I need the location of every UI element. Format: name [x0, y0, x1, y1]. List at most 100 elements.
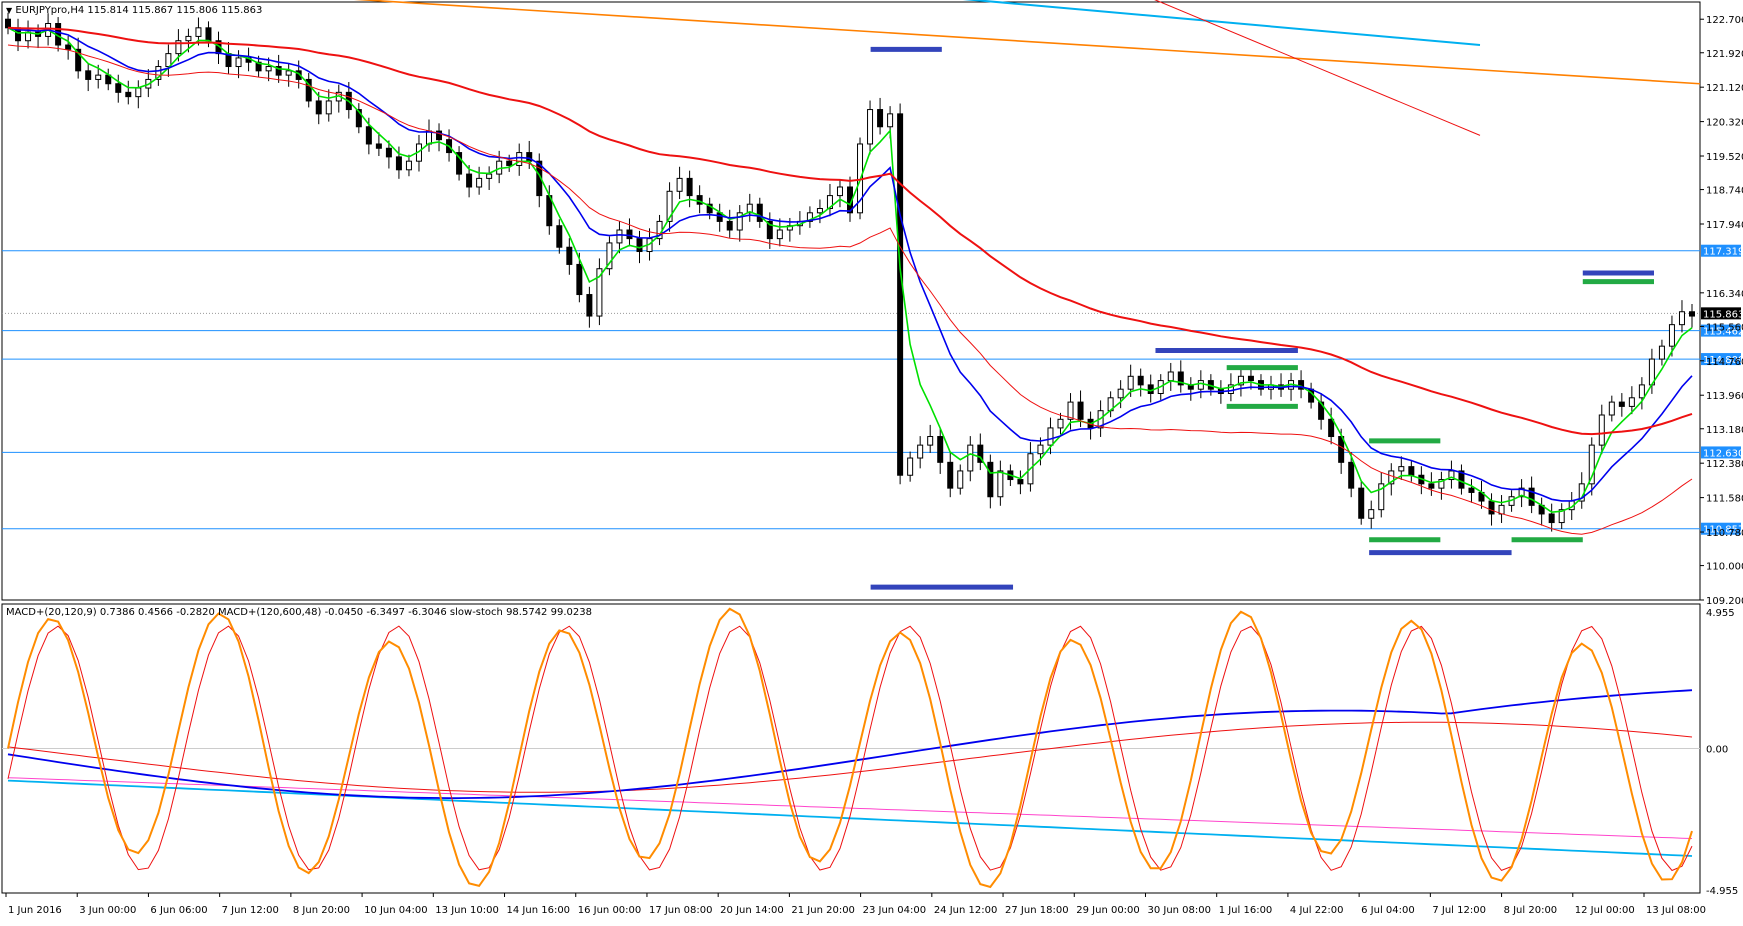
candle-body	[867, 109, 874, 145]
candle-body	[355, 109, 362, 128]
candle-body	[1147, 384, 1154, 394]
candle-body	[887, 113, 894, 128]
candle-body	[1388, 470, 1395, 485]
candle-body	[746, 203, 753, 214]
collapse-arrow-icon[interactable]: ▼	[6, 6, 13, 15]
candle-body	[1689, 311, 1695, 317]
candle-body	[596, 268, 603, 317]
trend-segments[interactable]	[870, 46, 1654, 590]
price-tick-label-2: 121.120	[1706, 83, 1743, 94]
candle-body	[325, 100, 332, 115]
candle-body	[1067, 401, 1074, 420]
candle-body	[1618, 401, 1625, 407]
price-tick-label-9: 114.760	[1706, 357, 1743, 368]
upper-band-line	[1154, 0, 1481, 136]
price-tick-label-16: 109.200	[1706, 596, 1743, 607]
level-label-0: 117.319	[1703, 247, 1743, 258]
indicator-lines	[7, 0, 1701, 535]
candle-body	[516, 152, 523, 166]
price-tick-label-8: 115.560	[1706, 322, 1743, 333]
candle-body	[426, 130, 432, 145]
time-label-20: 7 Jul 12:00	[1432, 905, 1486, 916]
candle-body	[897, 113, 904, 476]
candle-body	[385, 147, 392, 158]
ema-fast-line	[7, 27, 1693, 514]
candle-body	[1448, 470, 1455, 481]
candle-body	[1177, 371, 1184, 386]
time-label-19: 6 Jul 04:00	[1361, 905, 1415, 916]
candle-body	[1458, 470, 1465, 489]
candle-body	[1137, 375, 1144, 386]
candle-body	[1518, 487, 1525, 498]
time-label-21: 8 Jul 20:00	[1504, 905, 1558, 916]
price-tick-label-1: 121.920	[1706, 49, 1743, 60]
level-tag-2	[1701, 353, 1741, 366]
level-tag-4	[1701, 522, 1741, 535]
time-label-14: 27 Jun 18:00	[1005, 905, 1069, 916]
candle-body	[5, 18, 11, 29]
candle-body	[606, 242, 613, 270]
time-label-22: 12 Jul 00:00	[1575, 905, 1635, 916]
candle-body	[195, 27, 202, 37]
candle-body	[877, 109, 884, 128]
candle-body	[1348, 461, 1355, 489]
candle-body	[115, 83, 122, 93]
candle-body	[1197, 380, 1204, 390]
candle-body	[1668, 324, 1675, 347]
price-tick-label-3: 120.320	[1706, 118, 1743, 129]
candle-body	[506, 160, 513, 166]
candle-body	[125, 91, 132, 98]
candle-body	[756, 203, 763, 222]
candle-body	[1077, 401, 1084, 420]
horizontal-levels[interactable]: 117.319 115.462 114.800 112.630 110.857 115.8…	[2, 244, 1743, 536]
candle-body	[315, 100, 322, 115]
candle-body	[175, 40, 182, 55]
candle-body	[1247, 375, 1254, 382]
ema-mid-line	[7, 27, 1693, 502]
candle-body	[987, 461, 994, 498]
price-tick-label-6: 117.940	[1706, 220, 1743, 231]
candle-body	[375, 143, 382, 149]
candle-body	[476, 177, 483, 188]
time-label-8: 16 Jun 00:00	[578, 905, 642, 916]
candle-body	[275, 66, 282, 76]
candle-body	[907, 457, 914, 476]
current-price-tag	[1701, 307, 1741, 320]
candle-body	[65, 44, 72, 50]
candle-body	[265, 66, 272, 72]
candle-body	[947, 461, 954, 489]
candle-body	[937, 436, 944, 463]
candle-body	[255, 61, 262, 72]
candle-body	[616, 229, 623, 244]
time-label-1: 3 Jun 00:00	[79, 905, 136, 916]
candle-body	[957, 470, 964, 489]
price-tick-label-12: 112.380	[1706, 459, 1743, 470]
candle-body	[1588, 444, 1595, 485]
time-label-17: 1 Jul 16:00	[1219, 905, 1273, 916]
level-label-4: 110.857	[1703, 525, 1743, 536]
candle-body	[1167, 371, 1174, 382]
time-label-2: 6 Jun 06:00	[150, 905, 207, 916]
stoch-line	[7, 607, 1693, 889]
candle-body	[566, 246, 573, 265]
candle-body	[636, 238, 643, 253]
candle-body	[185, 35, 192, 42]
oscillator-lines	[2, 607, 1700, 889]
candle-body	[1628, 397, 1635, 407]
time-label-6: 13 Jun 10:00	[435, 905, 499, 916]
price-tick-label-7: 116.340	[1706, 289, 1743, 300]
candle-body	[826, 195, 833, 210]
long-ma-orange	[353, 0, 1701, 85]
candle-body	[1608, 401, 1615, 416]
candle-body	[696, 195, 703, 205]
candle-body	[686, 177, 693, 197]
level-tag-3	[1701, 446, 1741, 459]
time-axis: 1 Jun 2016 3 Jun 00:00 6 Jun 06:00 7 Jun 12…	[5, 893, 1706, 916]
candle-body	[967, 444, 974, 472]
candle-body	[1318, 401, 1325, 420]
level-label-2: 114.800	[1703, 355, 1743, 366]
time-label-0: 1 Jun 2016	[8, 905, 62, 916]
candle-body	[626, 229, 633, 240]
